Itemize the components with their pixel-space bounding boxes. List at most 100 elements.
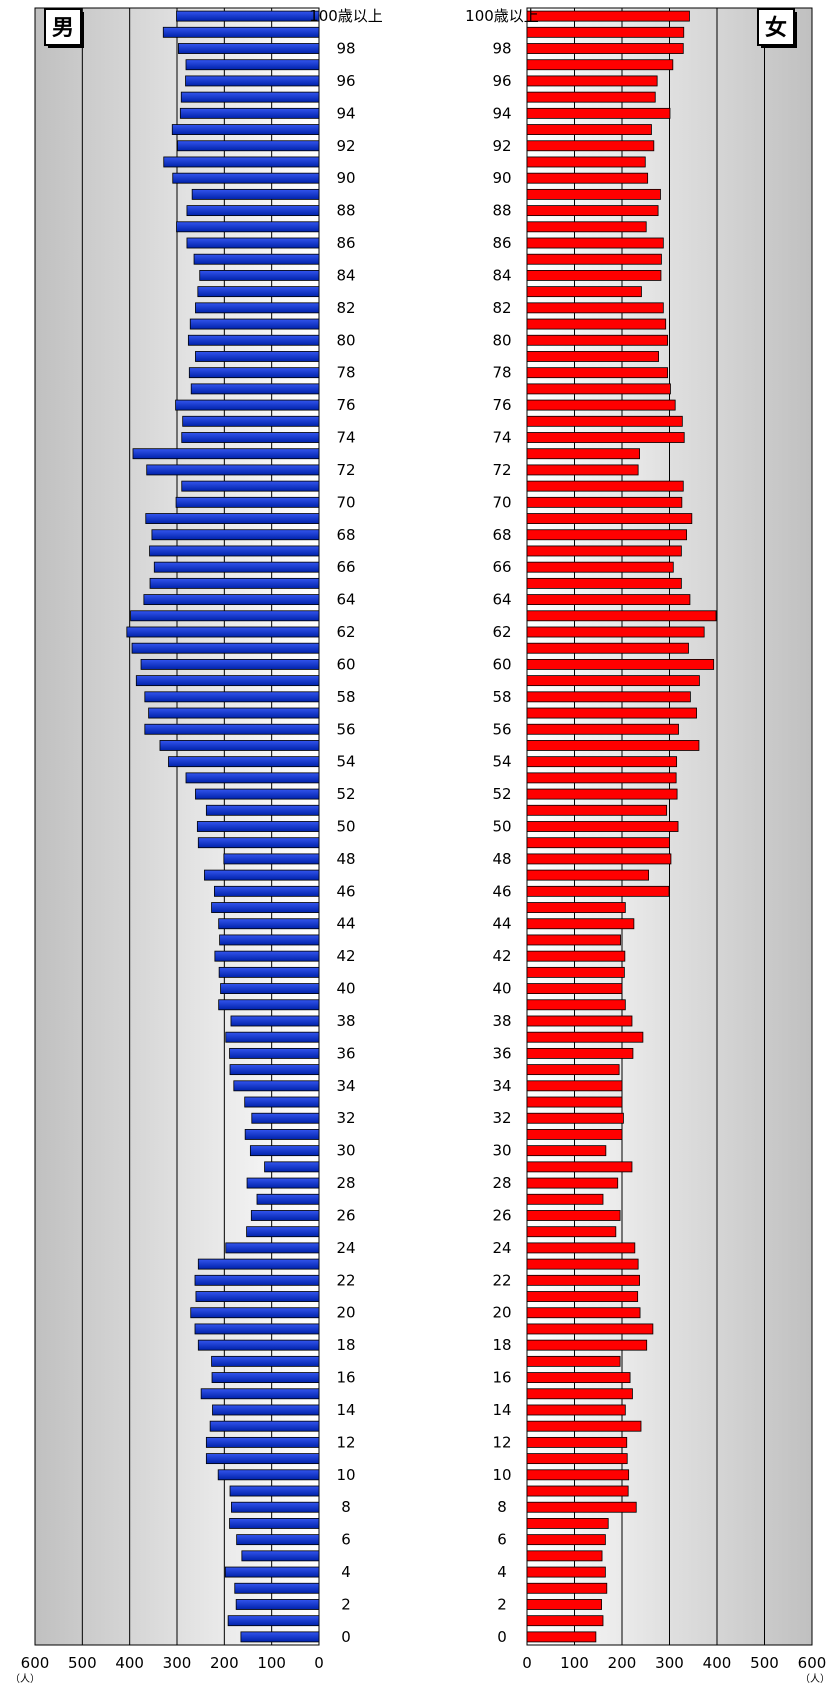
age-label-left: 0 [341,1628,351,1646]
male-label-box: 男 [44,8,84,48]
female-bar [526,448,640,460]
age-label-left: 70 [336,493,355,511]
age-label-right: 44 [492,915,511,933]
male-bar [193,253,320,265]
female-bar [526,837,670,849]
age-label-left: 36 [336,1044,355,1062]
female-bar [526,1064,620,1076]
female-bar [526,156,646,168]
age-label-right: 90 [492,169,511,187]
male-bar [159,740,320,751]
female-bar [526,1469,630,1481]
age-label-left: 44 [336,915,355,933]
age-label-right: 42 [492,947,511,965]
male-bar [225,1242,320,1254]
female-bar [526,1145,607,1157]
tick-label-female: 400 [703,1654,732,1672]
age-label-left: 4 [341,1563,351,1581]
age-label-right: 24 [492,1239,511,1257]
female-bar [526,1404,626,1416]
female-label-box: 女 [757,8,797,48]
male-bar [244,1096,320,1108]
female-bar [526,1031,644,1043]
male-bar [181,480,320,492]
male-bar [195,351,320,362]
male-bar [163,156,320,168]
age-label-left: 60 [336,655,355,673]
age-label-right: 60 [492,655,511,673]
female-bar [526,1631,597,1643]
male-bar [185,75,320,87]
male-bar [195,302,320,314]
female-bar [526,1047,634,1059]
age-label-left: 74 [336,429,355,447]
female-bar [526,480,684,492]
tick-label-female: 200 [608,1654,637,1672]
female-bar [526,1436,628,1448]
male-bar [211,902,320,913]
age-label-right: 68 [492,526,511,544]
male-bar [175,399,320,411]
female-bar [526,1485,629,1497]
female-bar [526,1615,604,1627]
tick-label-male: 100 [257,1654,286,1672]
age-label-left: 66 [336,558,355,576]
age-label-right: 54 [492,753,511,771]
male-bar [140,658,320,670]
male-bar [250,1210,320,1221]
female-bar [526,918,635,930]
female-bar [526,26,685,38]
female-bar [526,399,676,411]
age-label-left: 12 [336,1433,355,1451]
age-label-left: 8 [341,1498,351,1516]
age-label-right: 56 [492,720,511,738]
age-label-right: 40 [492,980,511,998]
male-bar [144,691,320,703]
age-label-right: 20 [492,1304,511,1322]
male-bar [126,626,320,638]
male-bar [227,1615,320,1627]
male-bar [214,950,320,962]
male-bar [171,124,320,135]
age-label-left: 32 [336,1109,355,1127]
female-bar [526,723,679,735]
male-bar [186,237,320,249]
female-bar [526,642,689,654]
age-label-left: 30 [336,1142,355,1160]
female-bar [526,172,649,184]
male-bar [151,529,320,541]
age-label-left: 68 [336,526,355,544]
female-bar [526,658,715,670]
female-bar [526,1161,633,1173]
female-bar [526,934,621,946]
male-bar [132,448,320,460]
female-bar [526,1534,606,1546]
female-bar [526,1550,603,1562]
female-bar [526,999,626,1011]
male-bar [209,1420,320,1432]
age-label-left: 54 [336,753,355,771]
female-bar [526,1274,640,1286]
age-label-right: 66 [492,558,511,576]
male-bar [146,464,320,476]
male-bar [196,821,320,832]
age-label-left: 84 [336,266,355,284]
male-bar [188,367,320,379]
age-label-right: 86 [492,234,511,252]
female-bar [526,302,664,314]
tick-label-male: 400 [115,1654,144,1672]
female-bar [526,1291,639,1302]
age-label-left: 92 [336,137,355,155]
female-bar [526,107,671,119]
female-bar [526,270,662,281]
male-plot-area [34,7,320,1646]
age-label-right: 2 [497,1595,507,1613]
male-bar [249,1145,320,1157]
age-label-right: 84 [492,266,511,284]
age-label-left: 28 [336,1174,355,1192]
age-label-right: 96 [492,72,511,90]
age-label-right: 82 [492,299,511,317]
age-label-right: 52 [492,785,511,803]
male-bar [256,1193,320,1205]
male-bar [144,723,320,735]
